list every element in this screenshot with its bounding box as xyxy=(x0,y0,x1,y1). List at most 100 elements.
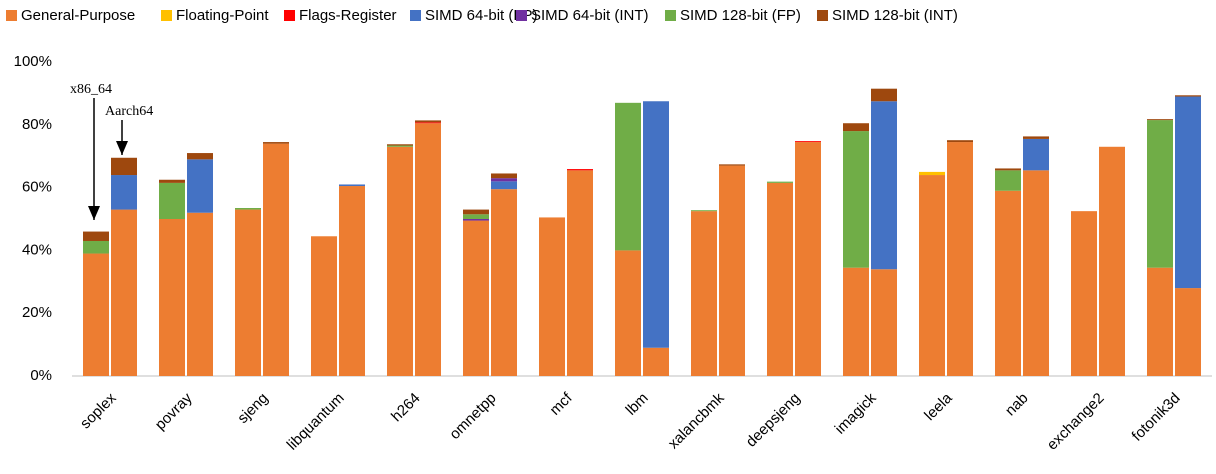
x-tick-label: mcf xyxy=(547,389,577,419)
bar-segment xyxy=(187,153,213,160)
bar-segment xyxy=(1175,95,1201,97)
x-tick-label: leela xyxy=(921,389,956,424)
bar-segment xyxy=(1147,119,1173,121)
bar-segment xyxy=(339,186,365,376)
bar-segment xyxy=(691,210,717,212)
bar-segment xyxy=(159,219,185,376)
bar-segment xyxy=(491,173,517,179)
bar-segment xyxy=(919,171,945,176)
bar-segment xyxy=(1147,120,1173,268)
x-tick-label: nab xyxy=(1002,390,1032,420)
bar-segment xyxy=(83,231,109,241)
legend-swatch xyxy=(161,10,172,21)
legend-swatch xyxy=(284,10,295,21)
bar-segment xyxy=(83,253,109,376)
bar-segment xyxy=(83,240,109,254)
x-tick-label: omnetpp xyxy=(446,390,499,443)
bar-segment xyxy=(491,181,517,190)
bar-segment xyxy=(463,219,489,221)
bar-segment xyxy=(415,123,441,376)
bar-segment xyxy=(187,159,213,213)
bar-segment xyxy=(1175,96,1201,289)
legend-swatch xyxy=(817,10,828,21)
bar-segment xyxy=(995,168,1021,171)
bar-segment xyxy=(263,142,289,144)
y-tick-label: 0% xyxy=(30,367,52,384)
bar-segment xyxy=(871,101,897,270)
legend-label: Flags-Register xyxy=(299,7,397,24)
bar-segment xyxy=(339,184,365,187)
legend-label: SIMD 64-bit (INT) xyxy=(531,7,649,24)
bar-segment xyxy=(1099,146,1125,376)
bar-segment xyxy=(463,209,489,215)
bar-segment xyxy=(871,269,897,376)
x-tick-label: povray xyxy=(152,389,196,433)
bar-segment xyxy=(919,175,945,376)
bar-segment xyxy=(387,144,413,146)
bar-segment xyxy=(491,189,517,376)
bar-segment xyxy=(843,131,869,268)
bar-segment xyxy=(187,212,213,376)
bar-segment xyxy=(387,145,413,147)
annotation: Aarch64 xyxy=(105,104,153,119)
bar-segment xyxy=(111,175,137,210)
bar-segment xyxy=(947,142,973,376)
legend-swatch xyxy=(516,10,527,21)
x-tick-label: exchange2 xyxy=(1044,390,1108,454)
bar-segment xyxy=(1071,211,1097,376)
y-tick-label: 80% xyxy=(22,116,52,133)
bar-segment xyxy=(615,250,641,376)
annotation: x86_64 xyxy=(70,82,112,97)
y-tick-label: 60% xyxy=(22,179,52,196)
bar-segment xyxy=(415,122,441,124)
bar-segment xyxy=(235,209,261,376)
bar-segment xyxy=(719,164,745,166)
bar-segment xyxy=(1147,267,1173,376)
bar-segment xyxy=(995,190,1021,376)
legend-label: SIMD 128-bit (INT) xyxy=(832,7,958,24)
bar-segment xyxy=(111,157,137,176)
bar-segment xyxy=(311,236,337,376)
x-tick-label: h264 xyxy=(388,390,424,426)
x-tick-label: deepsjeng xyxy=(743,390,804,451)
bar-segment xyxy=(995,170,1021,191)
legend-swatch xyxy=(6,10,17,21)
bar-segment xyxy=(263,143,289,376)
bar-segment xyxy=(463,220,489,376)
legend-label: SIMD 64-bit (FP) xyxy=(425,7,538,24)
bar-segment xyxy=(159,179,185,183)
x-tick-label: libquantum xyxy=(284,390,348,454)
bar-segment xyxy=(719,165,745,376)
bar-segment xyxy=(947,140,973,143)
legend-swatch xyxy=(410,10,421,21)
bar-segment xyxy=(615,102,641,251)
bar-segment xyxy=(643,101,669,348)
bar-segment xyxy=(463,214,489,219)
x-tick-label: lbm xyxy=(623,390,652,419)
x-tick-label: fotonik3d xyxy=(1129,390,1184,445)
arrow-head xyxy=(116,141,128,155)
bar-segment xyxy=(643,347,669,376)
bar-segment xyxy=(843,123,869,132)
bar-segment xyxy=(235,208,261,210)
y-tick-label: 40% xyxy=(22,241,52,258)
bar-segment xyxy=(111,209,137,376)
arrow-head xyxy=(88,206,100,220)
x-tick-label: soplex xyxy=(77,389,120,432)
bar-segment xyxy=(567,169,593,171)
bar-segment xyxy=(415,120,441,123)
x-tick-label: xalancbmk xyxy=(665,389,728,452)
y-tick-label: 100% xyxy=(14,53,52,70)
bar-segment xyxy=(1023,170,1049,376)
bar-segment xyxy=(795,142,821,376)
bar-segment xyxy=(871,88,897,102)
legend-label: General-Purpose xyxy=(21,7,135,24)
bar-segment xyxy=(691,211,717,376)
bar-segment xyxy=(767,181,793,183)
bar-segment xyxy=(843,267,869,376)
legend-label: SIMD 128-bit (FP) xyxy=(680,7,801,24)
bar-segment xyxy=(567,170,593,376)
bar-segment xyxy=(491,178,517,182)
bar-segment xyxy=(1023,138,1049,171)
bar-segment xyxy=(1023,136,1049,139)
